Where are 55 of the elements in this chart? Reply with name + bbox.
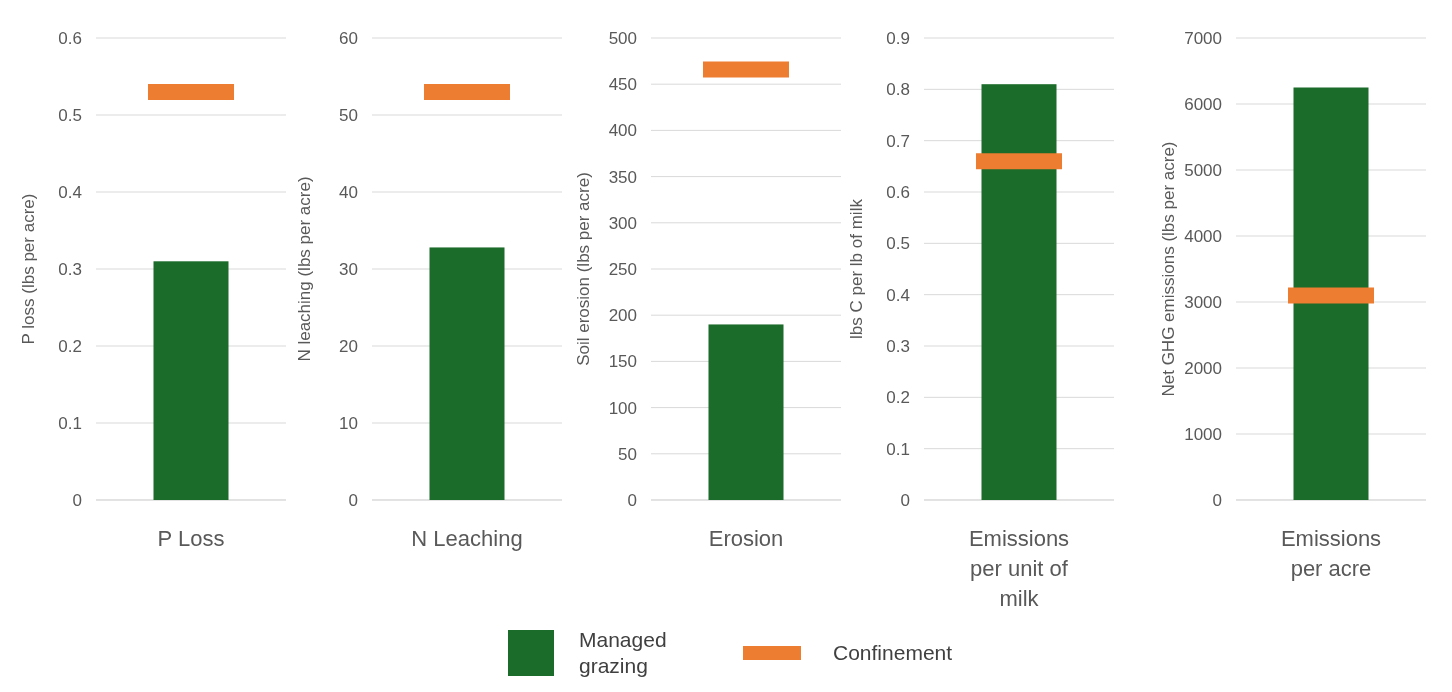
y-tick-label: 50 — [339, 105, 358, 125]
y-tick-label: 10 — [339, 413, 358, 433]
y-axis-title: Soil erosion (lbs per acre) — [574, 172, 593, 366]
y-axis-title: Net GHG emissions (lbs per acre) — [1159, 141, 1178, 397]
y-tick-label: 0.4 — [886, 285, 910, 305]
y-tick-label: 0.8 — [886, 80, 910, 100]
y-tick-label: 50 — [618, 444, 637, 464]
x-tick-label: Emissions per acre — [1280, 526, 1382, 581]
legend-label: Managed grazing — [579, 628, 667, 678]
y-tick-label: 0.2 — [58, 336, 82, 356]
y-tick-label: 0 — [1212, 490, 1222, 510]
y-tick-label: 30 — [339, 259, 358, 279]
y-tick-label: 1000 — [1184, 424, 1222, 444]
y-tick-label: 0.7 — [886, 131, 910, 151]
y-tick-label: 6000 — [1184, 94, 1222, 114]
y-tick-label: 0 — [348, 490, 358, 510]
y-tick-label: 0.4 — [58, 182, 82, 202]
y-tick-label: 100 — [608, 398, 637, 418]
y-axis-title: P loss (lbs per acre) — [19, 193, 38, 345]
y-tick-label: 200 — [608, 306, 637, 326]
x-tick-label: N Leaching — [411, 526, 523, 551]
y-tick-label: 5000 — [1184, 160, 1222, 180]
x-tick-label: P Loss — [157, 526, 225, 551]
y-axis-title: N leaching (lbs per acre) — [295, 176, 314, 362]
y-tick-label: 0.1 — [58, 413, 82, 433]
y-tick-label: 4000 — [1184, 226, 1222, 246]
y-tick-label: 2000 — [1184, 358, 1222, 378]
legend-label: Confinement — [833, 641, 953, 665]
y-tick-label: 0.2 — [886, 388, 910, 408]
y-tick-label: 0.5 — [58, 105, 82, 125]
y-tick-label: 60 — [339, 28, 358, 48]
y-tick-label: 0.6 — [58, 28, 82, 48]
y-tick-label: 0 — [627, 490, 637, 510]
y-tick-label: 450 — [608, 75, 637, 95]
y-tick-label: 0.6 — [886, 182, 910, 202]
y-tick-label: 0.1 — [886, 439, 910, 459]
y-tick-label: 0.9 — [886, 28, 910, 48]
y-tick-label: 40 — [339, 182, 358, 202]
y-tick-label: 20 — [339, 336, 358, 356]
y-tick-label: 0.5 — [886, 234, 910, 254]
y-tick-label: 400 — [608, 121, 637, 141]
y-tick-label: 500 — [608, 28, 637, 48]
y-axis-title: lbs C per lb of milk — [847, 198, 866, 339]
y-tick-label: 7000 — [1184, 28, 1222, 48]
x-tick-label: Erosion — [708, 526, 784, 551]
y-tick-label: 0 — [900, 490, 910, 510]
y-tick-label: 300 — [608, 213, 637, 233]
y-tick-label: 0.3 — [58, 259, 82, 279]
y-tick-label: 3000 — [1184, 292, 1222, 312]
y-tick-label: 0.3 — [886, 336, 910, 356]
y-tick-label: 350 — [608, 167, 637, 187]
x-tick-label: Emissions per unit of milk — [968, 526, 1070, 611]
y-tick-label: 0 — [72, 490, 82, 510]
y-tick-label: 250 — [608, 259, 637, 279]
y-tick-label: 150 — [608, 352, 637, 372]
